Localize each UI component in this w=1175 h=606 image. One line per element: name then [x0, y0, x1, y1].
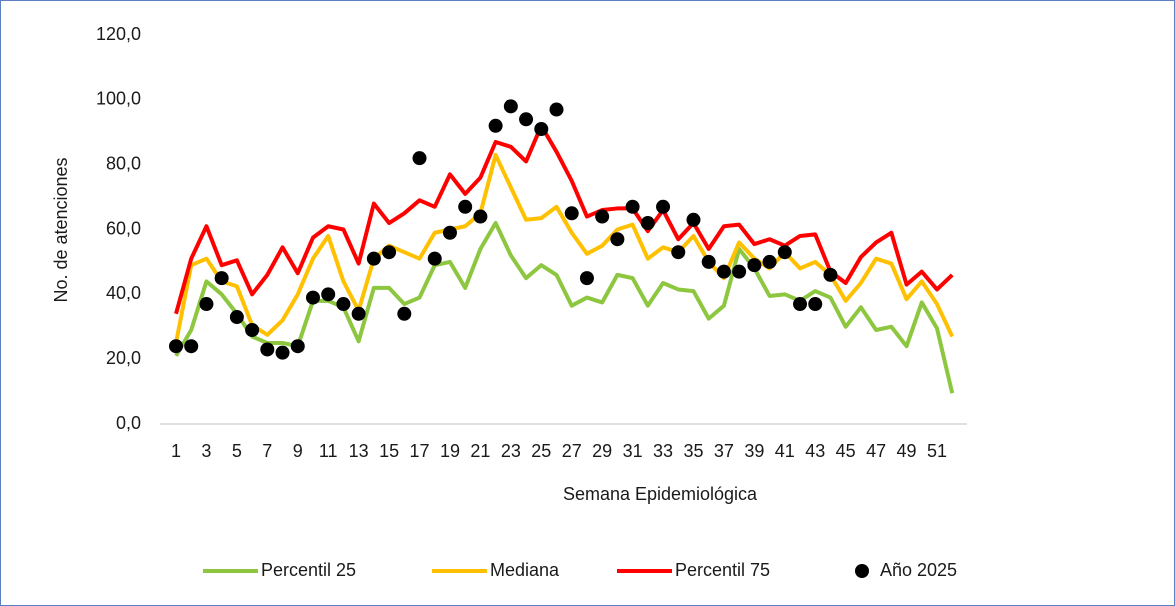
data-point	[412, 151, 427, 166]
x-tick-label: 17	[410, 441, 430, 461]
y-axis-label: No. de atenciones	[51, 157, 71, 302]
x-tick-label: 45	[836, 441, 856, 461]
y-tick-label: 40,0	[106, 283, 141, 303]
x-tick-label: 21	[470, 441, 490, 461]
data-point	[321, 287, 336, 302]
data-point	[169, 339, 183, 354]
data-point	[671, 245, 686, 260]
legend-label: Percentil 25	[261, 560, 356, 580]
data-point	[534, 122, 549, 137]
x-tick-label: 25	[531, 441, 551, 461]
x-axis-label: Semana Epidemiológica	[563, 484, 758, 504]
data-point	[793, 297, 808, 312]
legend-marker	[855, 564, 869, 578]
x-tick-label: 13	[349, 441, 369, 461]
x-tick-label: 49	[897, 441, 917, 461]
data-point	[503, 99, 518, 114]
data-point	[397, 306, 412, 321]
x-tick-label: 1	[171, 441, 181, 461]
x-tick-label: 39	[744, 441, 764, 461]
data-point	[701, 254, 716, 269]
data-point	[732, 264, 747, 279]
x-tick-label: 5	[232, 441, 242, 461]
data-point	[549, 102, 564, 117]
x-tick-label: 31	[623, 441, 643, 461]
y-tick-label: 60,0	[106, 218, 141, 238]
x-tick-label: 3	[201, 441, 211, 461]
x-tick-label: 15	[379, 441, 399, 461]
x-tick-label: 11	[319, 441, 338, 461]
x-tick-label: 9	[293, 441, 303, 461]
x-tick-label: 41	[775, 441, 795, 461]
data-point	[427, 251, 442, 266]
data-point	[229, 310, 244, 325]
y-tick-label: 20,0	[106, 348, 141, 368]
y-tick-label: 100,0	[96, 89, 141, 109]
data-point	[336, 297, 351, 312]
x-tick-label: 29	[592, 441, 612, 461]
data-point	[808, 297, 823, 312]
data-point	[686, 212, 701, 227]
data-point	[275, 345, 290, 360]
x-tick-label: 51	[927, 441, 947, 461]
x-tick-label: 43	[805, 441, 825, 461]
data-point	[716, 264, 731, 279]
series-line	[174, 123, 954, 315]
data-point	[366, 251, 381, 266]
data-point	[442, 225, 457, 240]
data-point	[184, 339, 199, 354]
x-tick-label: 33	[653, 441, 673, 461]
x-tick-label: 37	[714, 441, 734, 461]
data-point	[610, 232, 625, 247]
legend-label: Mediana	[490, 560, 560, 580]
series-line	[174, 152, 955, 344]
y-tick-label: 80,0	[106, 153, 141, 173]
data-point	[640, 216, 655, 231]
data-point	[762, 254, 777, 269]
series-line	[174, 221, 955, 394]
data-point	[777, 245, 792, 260]
x-tick-label: 23	[501, 441, 521, 461]
y-tick-label: 120,0	[96, 24, 141, 44]
data-point	[747, 258, 762, 273]
x-tick-label: 27	[562, 441, 582, 461]
data-point	[473, 209, 488, 224]
data-point	[823, 267, 838, 282]
data-point	[245, 322, 260, 337]
data-point	[458, 199, 473, 214]
x-tick-label: 19	[440, 441, 460, 461]
data-point	[595, 209, 610, 224]
x-tick-label: 47	[866, 441, 886, 461]
data-point	[382, 245, 397, 260]
data-point	[656, 199, 671, 214]
data-point	[564, 206, 579, 221]
data-point	[488, 118, 503, 133]
data-point	[351, 306, 366, 321]
data-point	[199, 297, 214, 312]
data-point	[260, 342, 275, 357]
data-point	[290, 339, 305, 354]
y-tick-label: 0,0	[116, 413, 141, 433]
legend-label: Año 2025	[880, 560, 957, 580]
data-point	[305, 290, 320, 305]
x-tick-label: 35	[683, 441, 703, 461]
data-point	[625, 199, 640, 214]
data-point	[519, 112, 534, 127]
data-point	[579, 271, 594, 286]
data-point	[214, 271, 229, 286]
legend-label: Percentil 75	[675, 560, 770, 580]
x-tick-label: 7	[262, 441, 272, 461]
